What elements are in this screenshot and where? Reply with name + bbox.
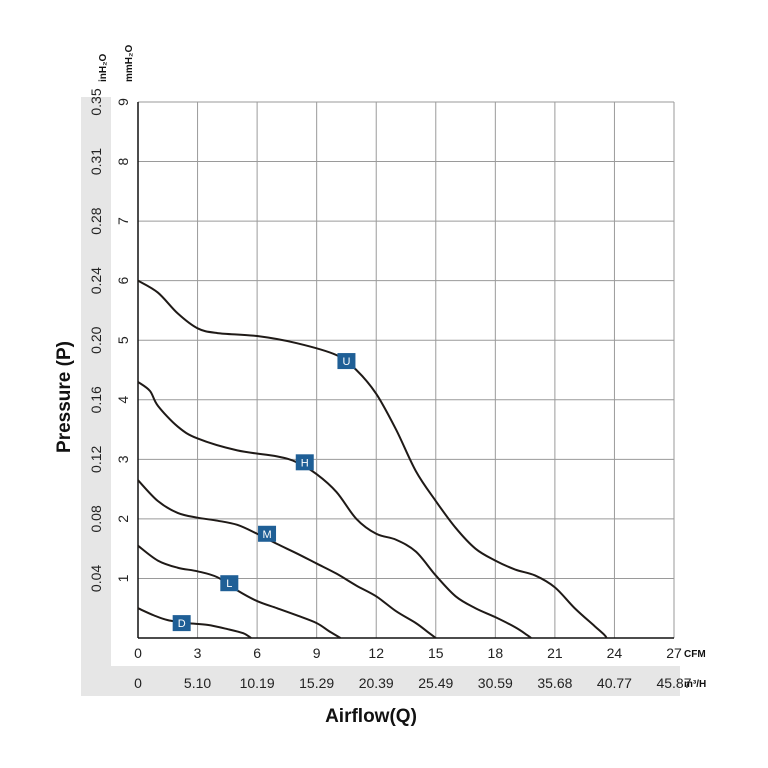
- x-tick-label-secondary: 45.87: [656, 675, 691, 691]
- y-tick-label-secondary: 0.31: [88, 148, 104, 175]
- curve-labels: U H M L D: [172, 353, 356, 632]
- curve-d: [137, 607, 252, 639]
- x-unit-secondary: m³/H: [684, 679, 706, 690]
- y-tick-label-secondary: 0.24: [88, 267, 104, 294]
- x-tick-label-secondary: 20.39: [359, 675, 394, 691]
- x-axis-title: Airflow(Q): [325, 706, 417, 727]
- curve-badge-m: [258, 525, 277, 542]
- y-tick-label-secondary: 0.16: [88, 386, 104, 413]
- tick-labels: 0 3 6 9 12 15 18 21 24 270 5.10 10.19 15.29 20.39 25.4…: [88, 88, 692, 691]
- x-tick-label-secondary: 5.10: [184, 675, 211, 691]
- curve-badge-l: [220, 575, 239, 592]
- y-tick-label: 8: [115, 157, 131, 165]
- y-secondary-band: [81, 97, 111, 696]
- x-tick-label: 12: [368, 645, 384, 661]
- x-unit-primary: CFM: [684, 649, 706, 660]
- curve-l: [137, 544, 342, 639]
- curve-badge-h: [295, 454, 314, 471]
- curve-label-m: M: [262, 529, 271, 541]
- grid: [137, 101, 675, 639]
- curve-badge-d: [172, 615, 191, 632]
- x-tick-label: 0: [134, 645, 142, 661]
- y-tick-label: 9: [115, 98, 131, 106]
- curve-h: [137, 381, 532, 639]
- x-tick-label-secondary: 15.29: [299, 675, 334, 691]
- x-tick-label: 18: [488, 645, 504, 661]
- x-secondary-band: [81, 666, 680, 696]
- y-unit-primary: mmH₂O: [124, 45, 135, 82]
- y-tick-label-secondary: 0.12: [88, 445, 104, 472]
- curve-label-l: L: [226, 578, 232, 590]
- x-tick-label-secondary: 25.49: [418, 675, 453, 691]
- x-tick-label: 24: [607, 645, 623, 661]
- plot-area: [138, 102, 674, 638]
- y-tick-label-secondary: 0.35: [88, 88, 104, 115]
- curve-m: [137, 479, 437, 639]
- x-tick-label-secondary: 30.59: [478, 675, 513, 691]
- y-tick-label: 1: [115, 574, 131, 582]
- y-tick-label: 6: [115, 277, 131, 285]
- y-tick-label: 2: [115, 515, 131, 523]
- x-tick-label-secondary: 0: [134, 675, 142, 691]
- curve-label-u: U: [342, 356, 350, 368]
- y-tick-label-secondary: 0.20: [88, 326, 104, 353]
- y-tick-label: 3: [115, 455, 131, 463]
- curve-badge-u: [337, 353, 356, 370]
- curve-label-h: H: [301, 457, 309, 469]
- x-tick-label: 27: [666, 645, 682, 661]
- x-tick-label: 6: [253, 645, 261, 661]
- x-tick-label-secondary: 35.68: [537, 675, 572, 691]
- x-tick-label-secondary: 40.77: [597, 675, 632, 691]
- y-tick-label-secondary: 0.08: [88, 505, 104, 532]
- curve-u: [137, 279, 608, 639]
- y-tick-label: 5: [115, 336, 131, 344]
- y-tick-label: 7: [115, 217, 131, 225]
- y-tick-label-secondary: 0.04: [88, 565, 104, 592]
- y-tick-label: 4: [115, 396, 131, 404]
- y-axis-title: Pressure (P): [54, 341, 75, 453]
- curve-label-d: D: [178, 618, 186, 630]
- y-tick-label-secondary: 0.28: [88, 207, 104, 234]
- x-tick-label: 9: [313, 645, 321, 661]
- y-unit-secondary: inH₂O: [98, 53, 109, 82]
- x-tick-label: 21: [547, 645, 563, 661]
- curves: [137, 279, 608, 639]
- x-tick-label: 15: [428, 645, 444, 661]
- x-tick-label-secondary: 10.19: [240, 675, 275, 691]
- x-tick-label: 3: [194, 645, 202, 661]
